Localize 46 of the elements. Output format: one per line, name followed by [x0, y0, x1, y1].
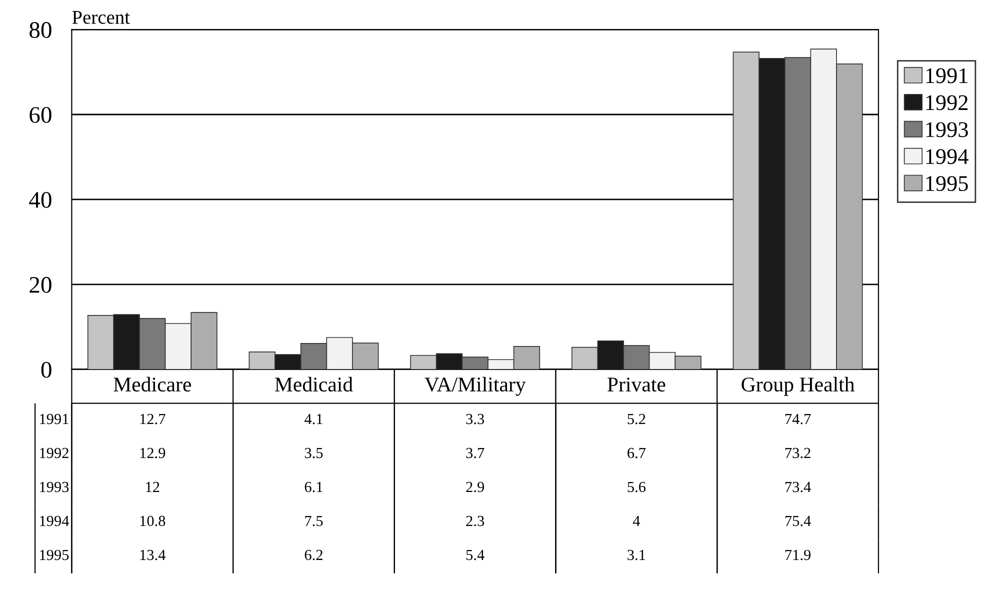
- data-label: 4: [632, 516, 640, 526]
- text: 1993: [40, 482, 69, 492]
- legend-label: 1993: [926, 122, 968, 138]
- y-tick-label: 80: [30, 22, 52, 38]
- data-label: 4.1: [304, 414, 322, 424]
- data-label: 73.4: [785, 482, 811, 492]
- legend-label: 1995: [926, 176, 968, 192]
- data-label: 13.4: [140, 550, 166, 560]
- data-label: 74.7: [785, 414, 811, 424]
- y-tick-label: 0: [41, 362, 52, 378]
- data-label: 10.8: [140, 516, 166, 526]
- data-label: 5.4: [466, 550, 484, 560]
- x-tick-label: Private: [608, 378, 666, 392]
- x-tick-label: Medicare: [114, 376, 191, 392]
- y-tick-label: 20: [30, 276, 52, 293]
- x-tick-label: Medicaid: [275, 376, 353, 392]
- data-label: 71.9: [785, 550, 811, 560]
- data-label: 73.2: [785, 448, 810, 458]
- data-label: 12.9: [140, 448, 166, 458]
- legend-label: 1992: [926, 95, 968, 110]
- text: 1995: [40, 550, 69, 560]
- y-tick-label: 60: [30, 106, 52, 123]
- legend-label: 1994: [926, 149, 968, 164]
- data-label: 7.5: [305, 516, 323, 526]
- data-label: 75.4: [785, 516, 811, 526]
- y-axis-title: Percent: [72, 10, 130, 24]
- data-label: 2.9: [466, 482, 484, 492]
- legend-label: 1991: [926, 68, 968, 84]
- data-label: 3.1: [628, 550, 646, 560]
- data-label: 6.2: [304, 550, 322, 560]
- y-tick-label: 40: [29, 192, 52, 208]
- text: 1992: [40, 448, 68, 458]
- data-label: 5.6: [628, 482, 646, 492]
- data-label: 3.7: [466, 448, 484, 458]
- x-tick-label: VA/Military: [424, 376, 526, 396]
- data-label: 12.7: [140, 414, 166, 424]
- data-label: 6.7: [628, 448, 646, 458]
- x-tick-label: Group Health: [742, 376, 855, 396]
- data-label: 2.3: [466, 516, 484, 526]
- text: 1991: [40, 414, 68, 424]
- data-label: 5.2: [628, 414, 646, 424]
- data-label: 6.1: [304, 482, 322, 492]
- data-label: 12: [146, 482, 160, 492]
- data-label: 3.5: [304, 448, 323, 458]
- data-label: 3.3: [466, 414, 484, 424]
- text: 1994: [40, 516, 70, 526]
